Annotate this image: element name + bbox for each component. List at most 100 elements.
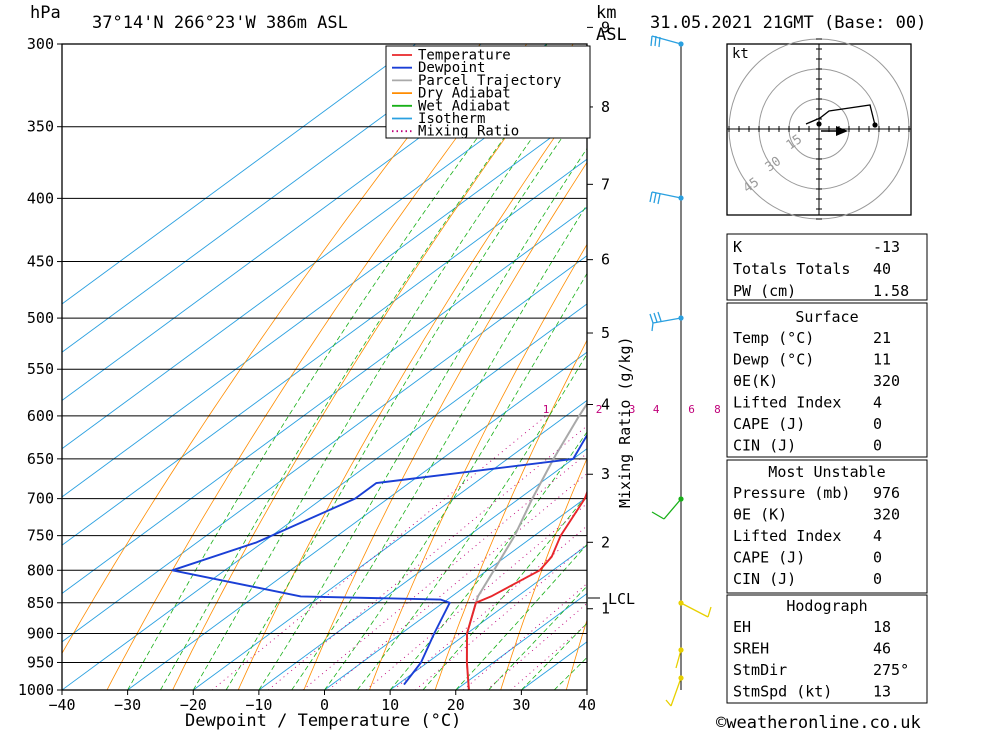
height-tick-label: 6 <box>601 251 610 269</box>
wind-barb-stroke <box>681 603 708 617</box>
pressure-tick-label: 750 <box>27 527 54 545</box>
pressure-tick-label: 900 <box>27 625 54 643</box>
stat-value: 1.58 <box>873 282 909 300</box>
pressure-tick-label: 400 <box>27 189 54 207</box>
stat-value: 11 <box>873 351 891 369</box>
stat-label: Pressure (mb) <box>733 484 850 502</box>
stat-value: 46 <box>873 640 891 658</box>
stat-label: Temp (°C) <box>733 329 814 347</box>
height-tick-label: 5 <box>601 324 610 342</box>
pressure-tick-label: 550 <box>27 360 54 378</box>
pressure-tick-label: 650 <box>27 450 54 468</box>
legend-item-label: Mixing Ratio <box>418 124 519 140</box>
wind-barb-stroke <box>650 192 652 202</box>
pressure-tick-labels: 300 350 400 450 500 550 600 650 700 750 800 850 900 9… <box>18 35 62 699</box>
wind-barb-stroke <box>708 607 711 617</box>
stat-value: 976 <box>873 484 900 502</box>
pressure-tick-label: 950 <box>27 654 54 672</box>
temperature-tick-label: −40 <box>48 696 75 714</box>
wind-barb-stroke <box>654 193 656 203</box>
wind-barb-stroke <box>652 512 664 519</box>
pressure-tick-label: 450 <box>27 253 54 271</box>
stat-label: θE(K) <box>733 372 778 390</box>
wind-barb-stroke <box>652 192 681 198</box>
most-unstable-title: Most Unstable <box>768 463 885 481</box>
mixing-ratio-line <box>329 416 657 690</box>
surface-title: Surface <box>795 308 858 326</box>
wind-barb-dot <box>678 600 683 605</box>
wind-barb-dot <box>678 647 683 652</box>
hodograph-params-title: Hodograph <box>786 597 867 615</box>
wet-adiabat-line <box>193 44 599 690</box>
x-axis-label: Dewpoint / Temperature (°C) <box>185 711 461 731</box>
temperature-tick-label: −30 <box>114 696 141 714</box>
stat-value: 4 <box>873 527 882 545</box>
mixing-ratio-label: 4 <box>653 403 660 416</box>
wind-barb-stroke <box>650 314 653 323</box>
height-tick-label: 3 <box>601 465 610 483</box>
stat-value: 21 <box>873 329 891 347</box>
stat-value: -13 <box>873 238 900 256</box>
wind-barb-stroke <box>658 194 660 204</box>
isotherm-line <box>0 44 547 690</box>
wind-barb-stroke <box>653 318 681 323</box>
hodograph-unit: kt <box>732 46 749 62</box>
stat-label: Lifted Index <box>733 394 841 412</box>
stat-value: 0 <box>873 549 882 567</box>
stat-label: StmDir <box>733 661 787 679</box>
stat-label: Totals Totals <box>733 260 850 278</box>
pressure-tick-label: 700 <box>27 490 54 508</box>
isotherm-line <box>0 44 612 690</box>
stat-label: Dewp (°C) <box>733 351 814 369</box>
mixing-ratio-label: 2 <box>596 403 603 416</box>
wind-barb-stroke <box>676 650 681 668</box>
stat-value: 40 <box>873 260 891 278</box>
stat-value: 320 <box>873 372 900 390</box>
hodograph-end-dot <box>872 122 877 127</box>
mixing-ratio-label: 1 <box>543 403 550 416</box>
stat-label: K <box>733 238 742 256</box>
pressure-tick-label: 350 <box>27 118 54 136</box>
mixing-ratio-label: 6 <box>688 403 695 416</box>
wind-barb-stroke <box>658 312 661 321</box>
wind-barb-stroke <box>652 323 653 331</box>
stat-value: 13 <box>873 683 891 701</box>
stat-label: CAPE (J) <box>733 415 805 433</box>
wind-barb-stroke <box>651 36 652 46</box>
stat-value: 275° <box>873 661 909 679</box>
stat-label: StmSpd (kt) <box>733 683 832 701</box>
mixing-ratio-axis-label: Mixing Ratio (g/kg) <box>616 336 634 508</box>
stat-value: 320 <box>873 506 900 524</box>
stat-value: 0 <box>873 570 882 588</box>
pressure-tick-label: 800 <box>27 561 54 579</box>
dry-adiabat-line <box>960 26 1000 690</box>
pressure-tick-label: 300 <box>27 35 54 53</box>
pressure-tick-label: 850 <box>27 594 54 612</box>
wind-barb-dot <box>678 496 683 501</box>
wind-barb-dot <box>678 41 683 46</box>
mixing-ratio-line <box>268 416 599 690</box>
stat-label: EH <box>733 618 751 636</box>
stat-label: CAPE (J) <box>733 549 805 567</box>
wind-barb-stroke <box>664 499 681 519</box>
pressure-tick-label: 500 <box>27 309 54 327</box>
wind-barb-dot <box>678 675 683 680</box>
stat-label: CIN (J) <box>733 570 796 588</box>
wind-barb-dot <box>678 315 683 320</box>
stat-value: 18 <box>873 618 891 636</box>
height-tick-label: 9 <box>601 18 610 36</box>
stat-label: θE (K) <box>733 506 787 524</box>
stat-label: Lifted Index <box>733 527 841 545</box>
height-tick-label: 7 <box>601 175 610 193</box>
wind-barb-stroke <box>671 678 681 706</box>
location-title: 37°14'N 266°23'W 386m ASL <box>92 13 348 33</box>
stat-value: 0 <box>873 437 882 455</box>
wet-adiabat-line <box>128 44 547 690</box>
mixing-ratio-label: 8 <box>714 403 721 416</box>
pressure-tick-label: 600 <box>27 407 54 425</box>
stat-value: 0 <box>873 415 882 433</box>
